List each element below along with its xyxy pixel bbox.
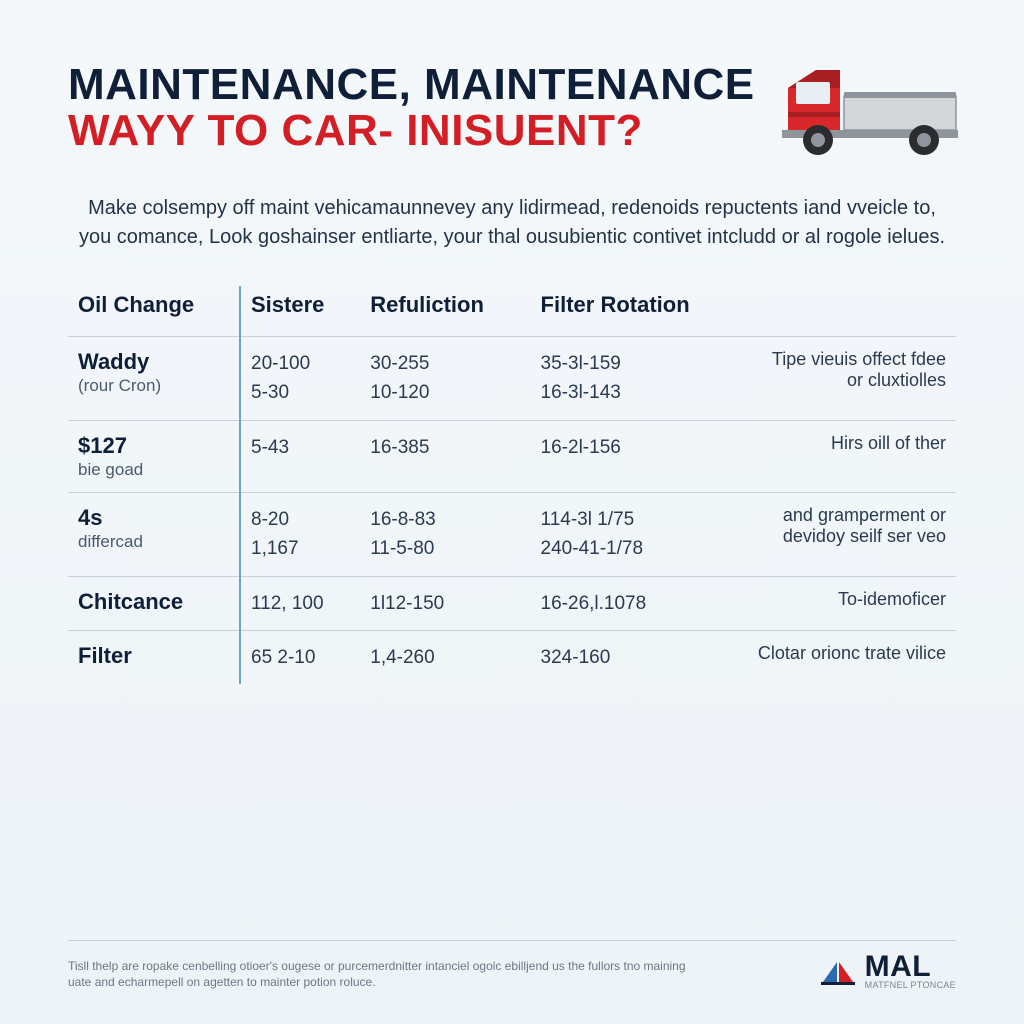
brand-logo: MAL MATFNEL PTONCAE: [821, 953, 956, 990]
row-sublabel: differcad: [78, 532, 229, 552]
row-label: Filter: [78, 643, 229, 668]
row-sublabel: bie goad: [78, 460, 229, 480]
col-header: Filter Rotation: [531, 286, 746, 337]
table-cell: 1l12-150: [360, 576, 530, 630]
table-cell: 16-8-8311-5-80: [360, 492, 530, 576]
row-label-cell: Filter: [68, 631, 240, 685]
table-cell: 20-1005-30: [240, 337, 360, 421]
table-cell: 114-3l 1/75240-41-1/78: [531, 492, 746, 576]
row-label-cell: Waddy(rour Cron): [68, 337, 240, 421]
logo-subtext: MATFNEL PTONCAE: [865, 980, 956, 990]
table-cell: 112, 100: [240, 576, 360, 630]
row-note: Clotar orionc trate vilice: [746, 631, 956, 685]
table-row: 4sdiffercad8-201,16716-8-8311-5-80114-3l…: [68, 492, 956, 576]
table-cell: 5-43: [240, 420, 360, 492]
row-note: Tipe vieuis offect fdee or cluxtiolles: [746, 337, 956, 421]
row-note: To-idemoficer: [746, 576, 956, 630]
row-label: $127bie goad: [78, 433, 229, 480]
page-title: MAINTENANCE, MAINTENANCE WAYY TO CAR- IN…: [68, 62, 774, 154]
row-sublabel: (rour Cron): [78, 376, 229, 396]
table-cell: 8-201,167: [240, 492, 360, 576]
intro-text: Make colsempy off maint vehicamaunnevey …: [68, 194, 956, 252]
table-row: $127bie goad5-4316-38516-2l-156Hirs oill…: [68, 420, 956, 492]
col-header: Sistere: [240, 286, 360, 337]
row-label: Chitcance: [78, 589, 229, 614]
row-label: Waddy(rour Cron): [78, 349, 229, 396]
table-row: Waddy(rour Cron)20-1005-3030-25510-12035…: [68, 337, 956, 421]
col-header: Refuliction: [360, 286, 530, 337]
row-note: Hirs oill of ther: [746, 420, 956, 492]
maintenance-table: Oil Change Sistere Refuliction Filter Ro…: [68, 286, 956, 684]
logo-mark-icon: [821, 958, 855, 986]
table-row: Filter 65 2-101,4-260324-160Clotar orionc…: [68, 631, 956, 685]
table-cell: 16-385: [360, 420, 530, 492]
table-row: Chitcance 112, 1001l12-15016-26,l.1078To-…: [68, 576, 956, 630]
table-cell: 1,4-260: [360, 631, 530, 685]
col-header: Oil Change: [68, 286, 240, 337]
logo-text: MAL: [865, 953, 956, 980]
row-label-cell: Chitcance: [68, 576, 240, 630]
fineprint: Tisll thelp are ropake cenbelling otioer…: [68, 958, 708, 990]
table-cell: 16-26,l.1078: [531, 576, 746, 630]
table-cell: 16-2l-156: [531, 420, 746, 492]
title-line-1: MAINTENANCE, MAINTENANCE: [68, 60, 755, 109]
row-label-cell: 4sdiffercad: [68, 492, 240, 576]
row-note: and gramperment or devidoy seilf ser veo: [746, 492, 956, 576]
truck-icon: [774, 56, 964, 166]
table-cell: 324-160: [531, 631, 746, 685]
table-header-row: Oil Change Sistere Refuliction Filter Ro…: [68, 286, 956, 337]
table-cell: 65 2-10: [240, 631, 360, 685]
table-cell: 30-25510-120: [360, 337, 530, 421]
table-cell: 35-3l-15916-3l-143: [531, 337, 746, 421]
row-label-cell: $127bie goad: [68, 420, 240, 492]
col-header: [746, 286, 956, 337]
title-line-2: WAYY TO CAR- INISUENT?: [68, 108, 774, 154]
row-label: 4sdiffercad: [78, 505, 229, 552]
